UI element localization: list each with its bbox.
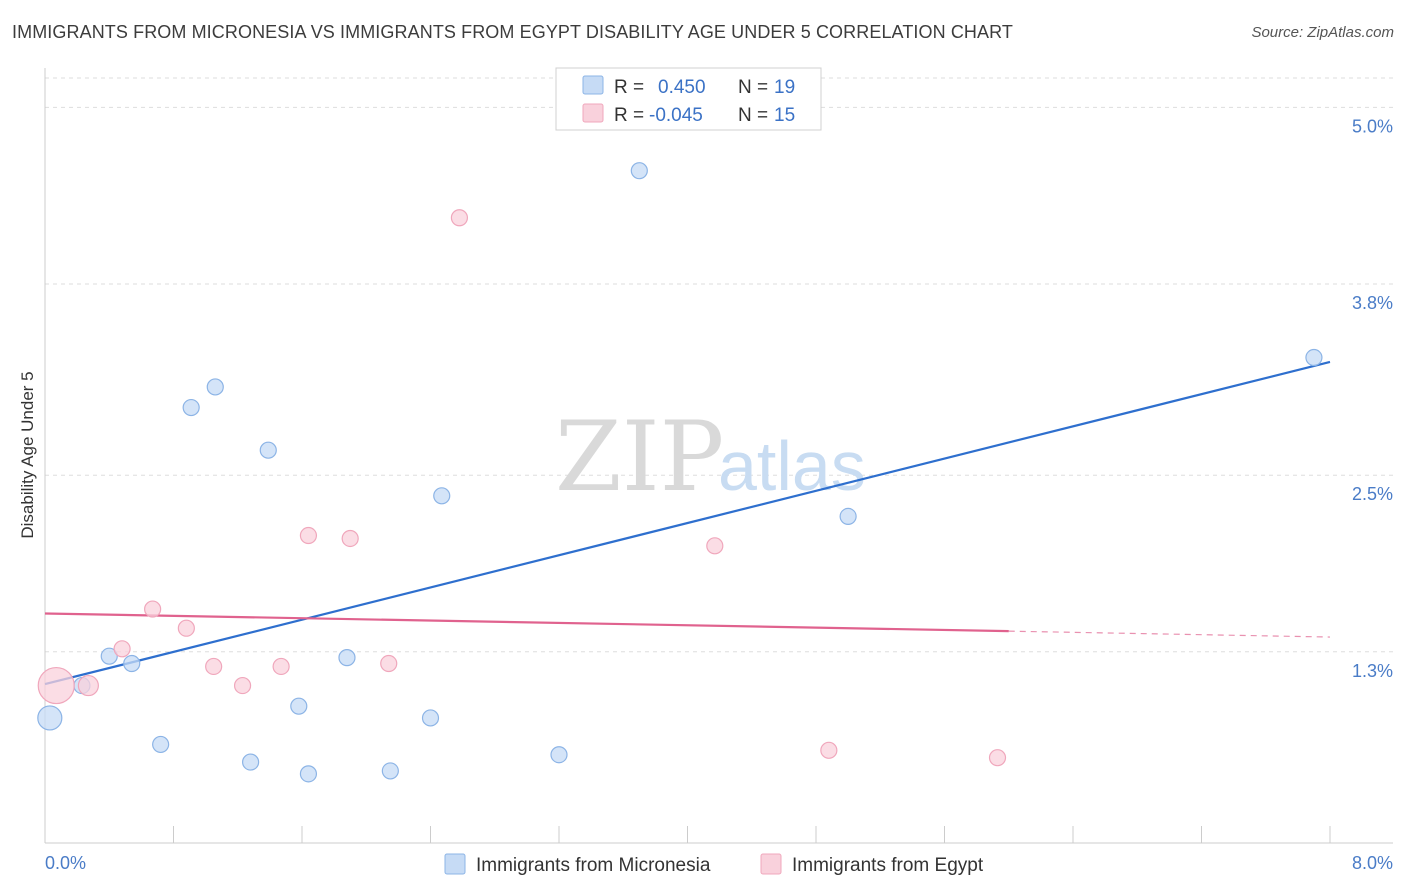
y-tick-label: 5.0% bbox=[1352, 116, 1393, 136]
data-point-micronesia bbox=[421, 709, 440, 727]
legend-r-value-micronesia: 0.450 bbox=[658, 77, 706, 98]
y-tick-label: 2.5% bbox=[1352, 484, 1393, 504]
data-point-micronesia bbox=[290, 697, 308, 715]
x-tick-label-max: 8.0% bbox=[1352, 853, 1393, 873]
data-point-egypt bbox=[450, 209, 469, 227]
watermark: ZIP atlas bbox=[555, 401, 866, 513]
data-point-egypt bbox=[113, 640, 131, 658]
bottom-legend-label-egypt: Immigrants from Egypt bbox=[792, 855, 984, 876]
y-tick-label: 1.3% bbox=[1352, 661, 1393, 681]
y-tick-label: 3.8% bbox=[1352, 293, 1393, 313]
legend-r-value-egypt: -0.045 bbox=[649, 105, 703, 126]
bottom-legend-swatch-micronesia bbox=[444, 853, 466, 875]
legend-swatch-egypt bbox=[582, 103, 604, 123]
data-point-egypt bbox=[820, 741, 838, 759]
data-point-micronesia bbox=[381, 762, 399, 780]
trend-layer bbox=[44, 360, 1331, 686]
data-point-micronesia bbox=[182, 398, 200, 417]
correlation-legend: R = 0.450 N = 19 R = -0.045 N = 15 bbox=[555, 67, 822, 131]
bottom-legend-swatch-egypt bbox=[760, 853, 782, 875]
data-point-micronesia bbox=[123, 654, 141, 673]
data-point-egypt bbox=[706, 537, 724, 555]
data-point-micronesia bbox=[242, 753, 260, 771]
data-point-egypt bbox=[341, 529, 359, 548]
legend-r-label-egypt: R = bbox=[614, 105, 644, 126]
legend-n-value-egypt: 15 bbox=[774, 105, 795, 126]
data-point-egypt bbox=[299, 526, 318, 545]
x-tick-label-min: 0.0% bbox=[45, 853, 86, 873]
data-point-egypt bbox=[988, 749, 1007, 767]
legend-r-label-micronesia: R = bbox=[614, 77, 644, 98]
trend-line-extension-egypt bbox=[1008, 630, 1331, 638]
watermark-zip: ZIP bbox=[555, 401, 724, 513]
data-point-egypt bbox=[37, 666, 75, 705]
data-point-micronesia bbox=[206, 378, 224, 396]
data-point-micronesia bbox=[100, 647, 118, 665]
watermark-atlas: atlas bbox=[718, 427, 866, 505]
data-point-micronesia bbox=[839, 507, 857, 526]
chart-title: IMMIGRANTS FROM MICRONESIA VS IMMIGRANTS… bbox=[12, 22, 1013, 42]
data-point-egypt bbox=[177, 619, 195, 637]
data-point-egypt bbox=[272, 657, 290, 676]
data-point-micronesia bbox=[1305, 348, 1323, 367]
trend-line-egypt bbox=[44, 612, 1009, 633]
data-point-egypt bbox=[77, 674, 99, 697]
data-point-egypt bbox=[144, 600, 162, 618]
bottom-legend-label-micronesia: Immigrants from Micronesia bbox=[476, 855, 711, 876]
data-point-micronesia bbox=[152, 735, 170, 754]
data-point-egypt bbox=[205, 657, 223, 676]
legend-swatch-micronesia bbox=[582, 75, 604, 95]
y-axis-title: Disability Age Under 5 bbox=[18, 371, 37, 538]
data-point-egypt bbox=[380, 654, 398, 673]
trend-line-micronesia bbox=[44, 360, 1331, 686]
points-layer bbox=[37, 162, 1323, 783]
grid-layer bbox=[45, 77, 1393, 653]
data-point-micronesia bbox=[433, 487, 451, 505]
data-point-micronesia bbox=[550, 746, 568, 764]
data-point-micronesia bbox=[630, 162, 648, 180]
legend-n-value-micronesia: 19 bbox=[774, 77, 795, 98]
data-point-micronesia bbox=[299, 765, 318, 783]
legend-n-label-egypt: N = bbox=[738, 105, 768, 126]
legend-n-label-micronesia: N = bbox=[738, 77, 768, 98]
data-point-micronesia bbox=[259, 441, 277, 459]
data-point-micronesia bbox=[338, 649, 356, 667]
series-legend: Immigrants from Micronesia Immigrants fr… bbox=[444, 853, 984, 876]
tick-label-layer: 1.3% 2.5% 3.8% 5.0% 0.0% 8.0% bbox=[45, 116, 1393, 873]
source-credit: Source: ZipAtlas.com bbox=[1251, 24, 1394, 41]
data-point-egypt bbox=[233, 676, 252, 695]
data-point-micronesia bbox=[37, 705, 63, 731]
